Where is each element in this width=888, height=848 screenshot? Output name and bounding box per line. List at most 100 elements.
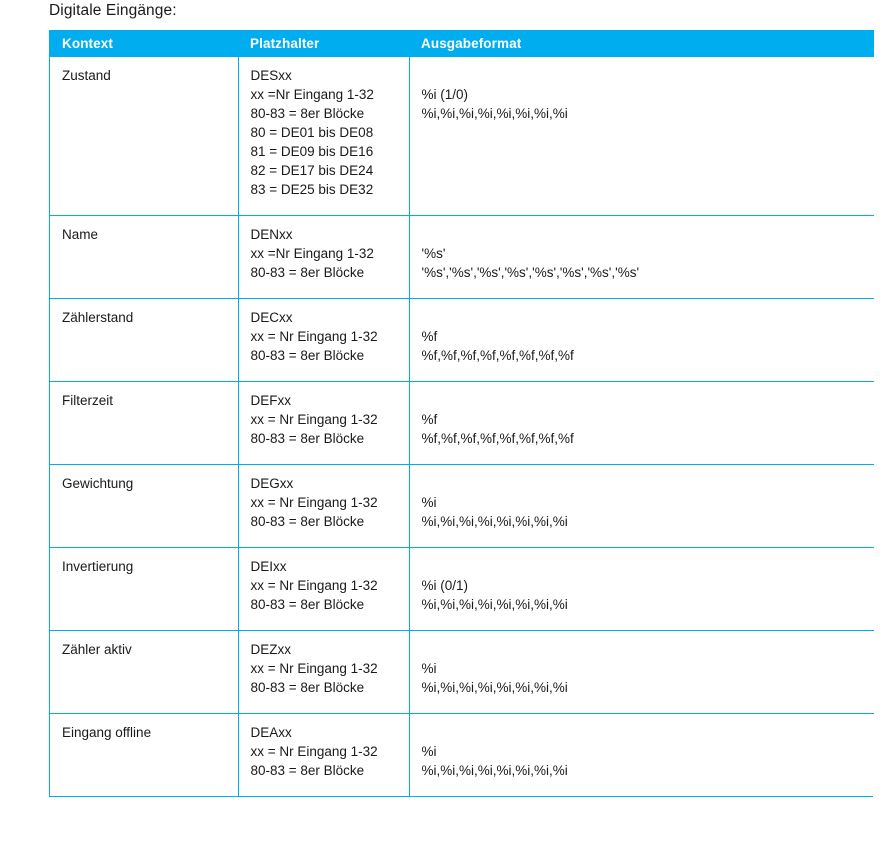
placeholder-table-container: Kontext Platzhalter Ausgabeformat Zustan…	[49, 30, 874, 797]
cell-kontext: Eingang offline	[50, 713, 239, 796]
ausgabeformat-block: %f %f,%f,%f,%f,%f,%f,%f,%f	[422, 391, 867, 448]
cell-kontext: Zähler aktiv	[50, 630, 239, 714]
platzhalter-line: DEAxx	[250, 725, 292, 740]
ausgabeformat-line: %i	[421, 661, 437, 676]
kontext-label: Gewichtung	[62, 476, 134, 491]
kontext-label: Filterzeit	[62, 393, 114, 408]
cell-ausgabeformat: %i (1/0) %i,%i,%i,%i,%i,%i,%i,%i	[409, 57, 874, 216]
cell-ausgabeformat: %f %f,%f,%f,%f,%f,%f,%f,%f	[409, 381, 874, 465]
platzhalter-line: 80 = DE01 bis DE08	[250, 125, 374, 140]
ausgabeformat-line: %i	[421, 744, 437, 759]
ausgabeformat-block: %f %f,%f,%f,%f,%f,%f,%f,%f	[422, 308, 867, 365]
cell-platzhalter: DEFxx xx = Nr Eingang 1-32 80-83 = 8er Blö…	[238, 381, 410, 465]
ausgabeformat-line: %i	[421, 495, 437, 510]
kontext-label: Zustand	[62, 68, 111, 83]
ausgabeformat-block: '%s' '%s','%s','%s','%s','%s','%s','%s','…	[422, 225, 867, 282]
platzhalter-line: 80-83 = 8er Blöcke	[250, 348, 365, 363]
ausgabeformat-line: %i,%i,%i,%i,%i,%i,%i,%i	[421, 763, 568, 778]
table-row: Zustand DESxx xx =Nr Eingang 1-32 80-83 = 8…	[50, 57, 874, 216]
table-row: Name DENxx xx =Nr Eingang 1-32 80-83 = 8er …	[50, 215, 874, 299]
kontext-label: Zähler aktiv	[62, 642, 132, 657]
platzhalter-line: DEIxx	[250, 559, 287, 574]
platzhalter-line: xx = Nr Eingang 1-32	[250, 412, 378, 427]
platzhalter-line: xx = Nr Eingang 1-32	[250, 329, 378, 344]
table-header-row: Kontext Platzhalter Ausgabeformat	[50, 30, 874, 57]
cell-kontext: Gewichtung	[50, 464, 239, 548]
ausgabeformat-block: %i (0/1) %i,%i,%i,%i,%i,%i,%i,%i	[422, 557, 867, 614]
platzhalter-line: 80-83 = 8er Blöcke	[250, 265, 365, 280]
ausgabeformat-line: %f,%f,%f,%f,%f,%f,%f,%f	[421, 348, 574, 363]
platzhalter-line: 80-83 = 8er Blöcke	[250, 680, 365, 695]
platzhalter-line: 80-83 = 8er Blöcke	[250, 106, 365, 121]
ausgabeformat-line: %f,%f,%f,%f,%f,%f,%f,%f	[421, 431, 574, 446]
ausgabeformat-block: %i %i,%i,%i,%i,%i,%i,%i,%i	[422, 723, 867, 780]
table-header: Kontext Platzhalter Ausgabeformat	[50, 30, 874, 57]
cell-ausgabeformat: %i (0/1) %i,%i,%i,%i,%i,%i,%i,%i	[409, 547, 874, 631]
ausgabeformat-block: %i %i,%i,%i,%i,%i,%i,%i,%i	[422, 474, 867, 531]
platzhalter-line: 80-83 = 8er Blöcke	[250, 514, 365, 529]
kontext-label: Invertierung	[62, 559, 134, 574]
cell-platzhalter: DEAxx xx = Nr Eingang 1-32 80-83 = 8er Blö…	[238, 713, 410, 796]
platzhalter-line: DECxx	[250, 310, 293, 325]
column-header-kontext: Kontext	[50, 30, 238, 57]
placeholder-table: Kontext Platzhalter Ausgabeformat Zustan…	[50, 30, 874, 796]
column-header-ausgabeformat: Ausgabeformat	[409, 30, 874, 57]
cell-platzhalter: DENxx xx =Nr Eingang 1-32 80-83 = 8er Blöc…	[238, 215, 410, 299]
platzhalter-line: xx = Nr Eingang 1-32	[250, 744, 378, 759]
table-row: Eingang offline DEAxx xx = Nr Eingang 1-32…	[50, 713, 874, 796]
cell-kontext: Zustand	[50, 57, 239, 216]
cell-ausgabeformat: %i %i,%i,%i,%i,%i,%i,%i,%i	[409, 630, 874, 714]
platzhalter-line: 80-83 = 8er Blöcke	[250, 597, 365, 612]
platzhalter-line: DEFxx	[250, 393, 292, 408]
platzhalter-line: 80-83 = 8er Blöcke	[250, 431, 365, 446]
table-body: Zustand DESxx xx =Nr Eingang 1-32 80-83 = 8…	[50, 57, 874, 796]
kontext-label: Zählerstand	[62, 310, 134, 325]
cell-ausgabeformat: %f %f,%f,%f,%f,%f,%f,%f,%f	[409, 298, 874, 382]
cell-platzhalter: DEGxx xx = Nr Eingang 1-32 80-83 = 8er Blö…	[238, 464, 410, 548]
cell-platzhalter: DECxx xx = Nr Eingang 1-32 80-83 = 8er Blö…	[238, 298, 410, 382]
platzhalter-line: DEZxx	[250, 642, 292, 657]
platzhalter-line: xx = Nr Eingang 1-32	[250, 661, 378, 676]
table-row: Zähler aktiv DEZxx xx = Nr Eingang 1-32 80-…	[50, 630, 874, 714]
ausgabeformat-line: %i (0/1)	[421, 578, 469, 593]
platzhalter-line: DENxx	[250, 227, 293, 242]
ausgabeformat-block: %i (1/0) %i,%i,%i,%i,%i,%i,%i,%i	[422, 66, 867, 123]
column-header-platzhalter: Platzhalter	[238, 30, 409, 57]
cell-platzhalter: DEZxx xx = Nr Eingang 1-32 80-83 = 8er Blö…	[238, 630, 410, 714]
cell-kontext: Filterzeit	[50, 381, 239, 465]
ausgabeformat-line: %f	[421, 329, 438, 344]
platzhalter-line: 82 = DE17 bis DE24	[250, 163, 374, 178]
ausgabeformat-line: '%s'	[421, 246, 446, 261]
table-row: Gewichtung DEGxx xx = Nr Eingang 1-32 80-83…	[50, 464, 874, 548]
ausgabeformat-block: %i %i,%i,%i,%i,%i,%i,%i,%i	[422, 640, 867, 697]
ausgabeformat-line: %i,%i,%i,%i,%i,%i,%i,%i	[421, 106, 568, 121]
cell-kontext: Zählerstand	[50, 298, 239, 382]
cell-ausgabeformat: '%s' '%s','%s','%s','%s','%s','%s','%s','…	[409, 215, 874, 299]
platzhalter-line: 80-83 = 8er Blöcke	[250, 763, 365, 778]
ausgabeformat-line: '%s','%s','%s','%s','%s','%s','%s','%s'	[421, 265, 640, 280]
platzhalter-line: 83 = DE25 bis DE32	[250, 182, 374, 197]
ausgabeformat-line: %f	[421, 412, 438, 427]
platzhalter-line: xx = Nr Eingang 1-32	[250, 578, 378, 593]
platzhalter-line: xx =Nr Eingang 1-32	[250, 246, 374, 261]
ausgabeformat-line: %i,%i,%i,%i,%i,%i,%i,%i	[421, 597, 568, 612]
platzhalter-line: 81 = DE09 bis DE16	[250, 144, 374, 159]
kontext-label: Name	[62, 227, 99, 242]
ausgabeformat-line: %i,%i,%i,%i,%i,%i,%i,%i	[421, 680, 568, 695]
cell-ausgabeformat: %i %i,%i,%i,%i,%i,%i,%i,%i	[409, 464, 874, 548]
cell-kontext: Invertierung	[50, 547, 239, 631]
platzhalter-line: DESxx	[250, 68, 292, 83]
ausgabeformat-line: %i,%i,%i,%i,%i,%i,%i,%i	[421, 514, 568, 529]
ausgabeformat-line: %i (1/0)	[421, 87, 469, 102]
kontext-label: Eingang offline	[62, 725, 152, 740]
cell-ausgabeformat: %i %i,%i,%i,%i,%i,%i,%i,%i	[409, 713, 874, 796]
platzhalter-line: DEGxx	[250, 476, 294, 491]
table-row: Filterzeit DEFxx xx = Nr Eingang 1-32 80-83…	[50, 381, 874, 465]
cell-kontext: Name	[50, 215, 239, 299]
page-title: Digitale Eingänge:	[49, 2, 177, 19]
table-row: Invertierung DEIxx xx = Nr Eingang 1-32 80-…	[50, 547, 874, 631]
table-row: Zählerstand DECxx xx = Nr Eingang 1-32 80-8…	[50, 298, 874, 382]
cell-platzhalter: DESxx xx =Nr Eingang 1-32 80-83 = 8er Blöc…	[238, 57, 410, 216]
platzhalter-line: xx =Nr Eingang 1-32	[250, 87, 374, 102]
cell-platzhalter: DEIxx xx = Nr Eingang 1-32 80-83 = 8er Blö…	[238, 547, 410, 631]
